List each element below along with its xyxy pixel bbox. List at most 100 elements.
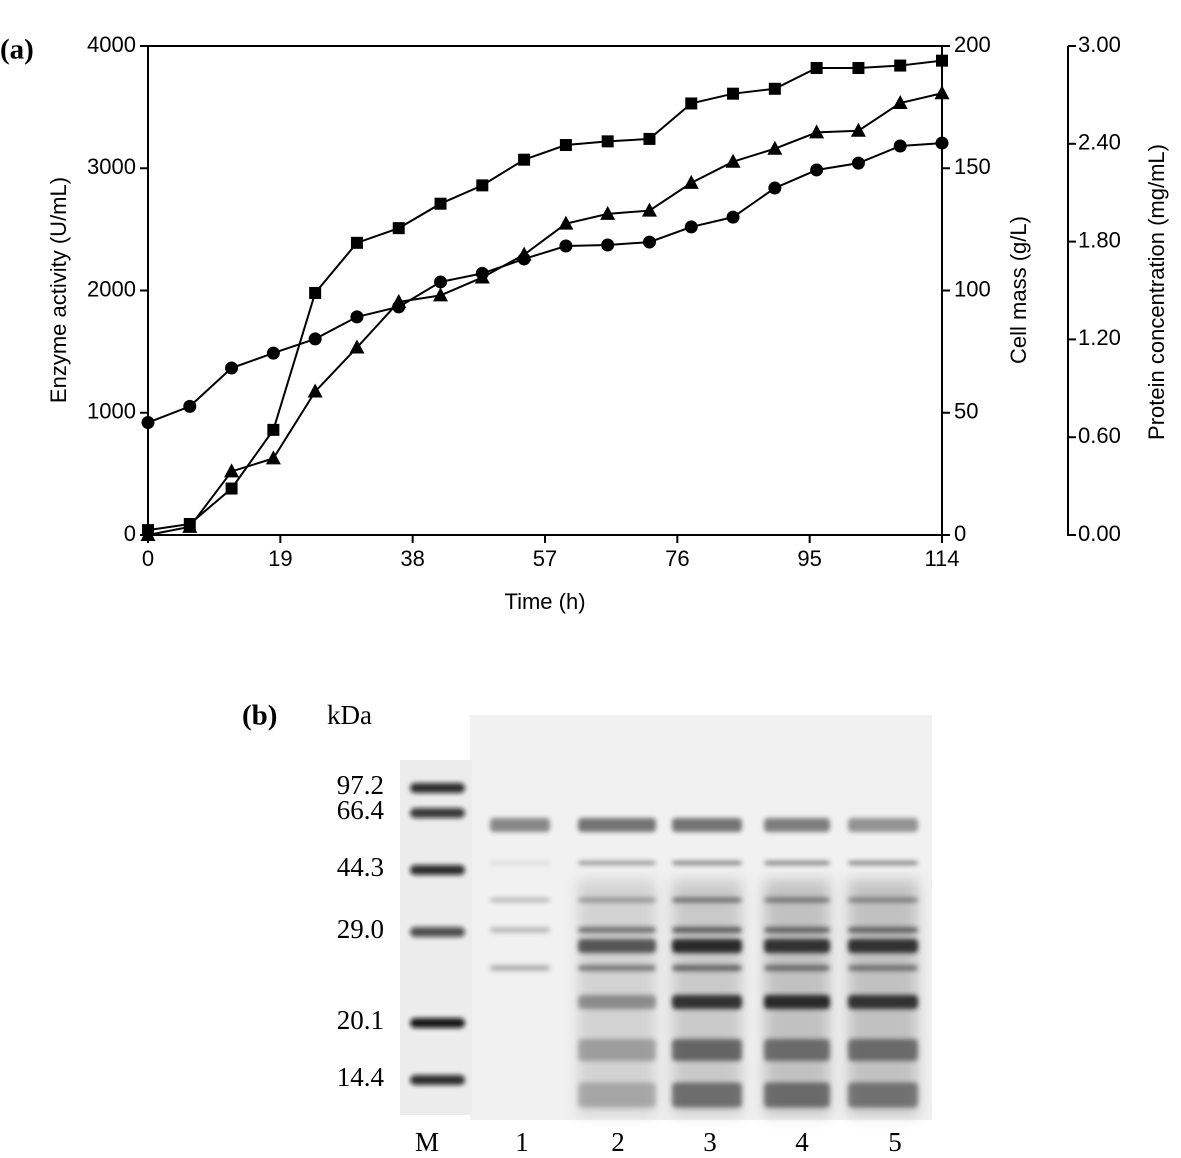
band xyxy=(848,1082,918,1108)
band xyxy=(578,818,656,832)
band xyxy=(848,861,918,865)
band xyxy=(764,939,830,953)
triangle-marker xyxy=(809,124,825,139)
triangle-marker xyxy=(600,205,616,220)
circle-marker xyxy=(642,235,656,249)
y-tick-label: 4000 xyxy=(87,32,136,57)
lane-label: 3 xyxy=(703,1127,717,1157)
band xyxy=(672,897,742,903)
band xyxy=(410,865,465,875)
lane-label: 4 xyxy=(795,1127,809,1157)
band xyxy=(490,897,550,903)
circle-marker xyxy=(601,238,615,252)
lane-label: 1 xyxy=(515,1127,529,1157)
band xyxy=(848,1039,918,1061)
square-marker xyxy=(392,222,405,235)
circle-marker xyxy=(684,220,698,234)
band xyxy=(764,995,830,1009)
y2-tick-label: 200 xyxy=(954,32,991,57)
triangle-marker xyxy=(182,518,198,533)
marker-label: 14.4 xyxy=(337,1062,385,1092)
y2-tick-label: 0 xyxy=(954,521,966,546)
triangle-marker xyxy=(474,269,490,284)
y-tick-label: 0 xyxy=(124,521,136,546)
x-tick-label: 114 xyxy=(924,546,959,571)
marker-label: 97.2 xyxy=(337,770,384,800)
band xyxy=(672,1039,742,1061)
circle-marker xyxy=(851,156,865,170)
square-marker xyxy=(727,87,740,100)
band xyxy=(672,818,742,832)
x-tick-label: 57 xyxy=(533,546,557,571)
band xyxy=(578,965,656,971)
triangle-marker xyxy=(433,287,449,302)
square-marker xyxy=(350,236,363,249)
band xyxy=(578,1082,656,1108)
y-tick-label: 2000 xyxy=(87,276,136,301)
square-marker xyxy=(852,62,865,75)
band xyxy=(672,965,742,971)
series-line xyxy=(147,142,943,424)
y3-tick-label: 3.00 xyxy=(1078,32,1121,57)
band xyxy=(848,939,918,953)
triangle-marker xyxy=(140,527,156,541)
square-marker xyxy=(559,139,572,152)
square-marker xyxy=(518,153,531,166)
triangle-marker xyxy=(934,85,950,100)
lane-label: 5 xyxy=(888,1127,902,1157)
band xyxy=(490,861,550,865)
x-tick-label: 0 xyxy=(142,546,154,571)
y-axis-title: Enzyme activity (U/mL) xyxy=(46,177,71,403)
x-tick-label: 19 xyxy=(268,546,292,571)
circle-marker xyxy=(768,181,782,195)
triangle-marker xyxy=(683,174,699,189)
y2-tick-label: 100 xyxy=(954,276,991,301)
triangle-marker xyxy=(265,450,281,465)
band xyxy=(672,939,742,953)
triangle-marker xyxy=(558,215,574,230)
band xyxy=(490,818,550,832)
triangle-marker xyxy=(516,246,532,261)
triangle-marker xyxy=(349,339,365,354)
band xyxy=(672,927,742,933)
band xyxy=(764,927,830,933)
marker-label: 20.1 xyxy=(337,1005,384,1035)
panel-label: (a) xyxy=(0,34,34,66)
circle-marker xyxy=(141,416,155,430)
y3-axis-title: Protein concentration (mg/mL) xyxy=(1144,144,1169,440)
square-marker xyxy=(936,54,948,67)
band xyxy=(578,897,656,903)
circle-marker xyxy=(225,361,239,375)
band xyxy=(848,818,918,832)
circle-marker xyxy=(308,332,322,346)
marker-label: 29.0 xyxy=(337,914,384,944)
circle-marker xyxy=(559,239,573,253)
band xyxy=(410,927,465,937)
triangle-marker xyxy=(892,95,908,110)
x-tick-label: 95 xyxy=(797,546,821,571)
band xyxy=(764,897,830,903)
band xyxy=(764,861,830,865)
circle-marker xyxy=(266,346,280,360)
square-marker xyxy=(601,135,614,148)
square-marker xyxy=(685,97,698,110)
circle-marker xyxy=(893,139,907,153)
triangle-marker xyxy=(391,293,407,308)
series-line xyxy=(147,92,943,536)
gel-background xyxy=(400,760,472,1115)
band xyxy=(578,861,656,865)
y3-tick-label: 1.20 xyxy=(1078,325,1121,350)
y3-tick-label: 1.80 xyxy=(1078,227,1121,252)
band xyxy=(490,965,550,971)
square-marker xyxy=(434,197,447,210)
band xyxy=(848,927,918,933)
circle-marker xyxy=(810,163,824,177)
band xyxy=(848,965,918,971)
square-marker xyxy=(894,59,907,72)
y2-tick-label: 50 xyxy=(954,399,978,424)
square-marker xyxy=(810,62,823,75)
y3-tick-label: 2.40 xyxy=(1078,130,1121,155)
triangle-marker xyxy=(641,202,657,217)
square-marker xyxy=(768,82,781,95)
band xyxy=(672,995,742,1009)
